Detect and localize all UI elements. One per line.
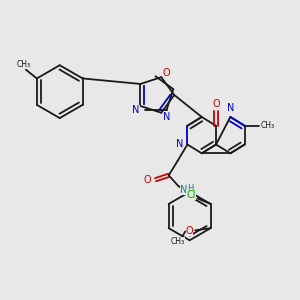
Text: N: N [176,140,183,149]
Text: CH₃: CH₃ [261,121,275,130]
Text: O: O [212,99,220,109]
Text: H: H [188,184,194,193]
Text: O: O [144,175,152,185]
Text: CH₃: CH₃ [170,237,184,246]
Text: N: N [180,184,188,195]
Text: O: O [163,68,171,78]
Text: N: N [227,103,234,113]
Text: N: N [163,112,170,122]
Text: N: N [132,105,140,116]
Text: Cl: Cl [186,190,196,200]
Text: CH₃: CH₃ [16,60,31,69]
Text: O: O [186,226,194,236]
